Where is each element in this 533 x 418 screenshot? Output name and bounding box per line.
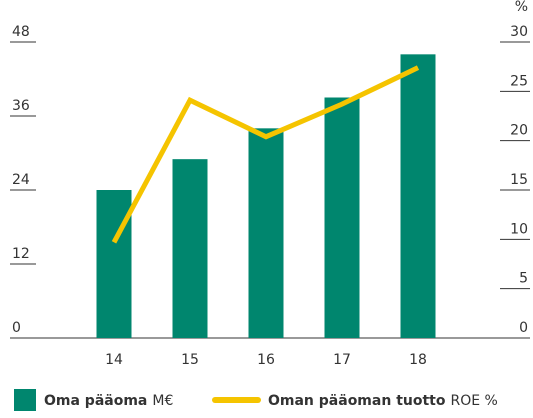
x-tick-label: 17 [333,352,351,368]
bar [248,128,284,338]
legend-label: Oman pääoman tuotto ROE % [268,393,498,409]
y-tick-label: 12 [12,246,30,262]
y2-axis-label: % [515,0,528,15]
bar [324,97,360,338]
y-tick-label: 48 [12,24,30,40]
legend-unit: ROE % [450,393,497,409]
legend-swatch [14,389,36,411]
x-tick-label: 15 [181,352,199,368]
bar [96,190,132,338]
legend-name: Oma pääoma [44,393,147,409]
y-tick-label: 24 [12,172,30,188]
y2-tick-label: 25 [510,73,528,89]
y2-tick-label: 30 [510,24,528,40]
y-tick-label: 36 [12,98,30,114]
x-tick-label: 16 [257,352,275,368]
y2-tick-label: 15 [510,172,528,188]
y-tick-label: 0 [12,320,21,336]
bar [400,54,436,338]
y2-tick-label: 10 [510,221,528,237]
legend-name: Oman pääoman tuotto [268,393,446,409]
y2-tick-label: 20 [510,123,528,139]
legend-unit: M€ [152,393,173,409]
bar [172,159,208,338]
y2-tick-label: 5 [519,271,528,287]
x-tick-label: 14 [105,352,123,368]
x-tick-label: 18 [409,352,427,368]
legend-label: Oma pääoma M€ [44,393,173,409]
line [111,65,420,244]
y2-tick-label: 0 [519,320,528,336]
